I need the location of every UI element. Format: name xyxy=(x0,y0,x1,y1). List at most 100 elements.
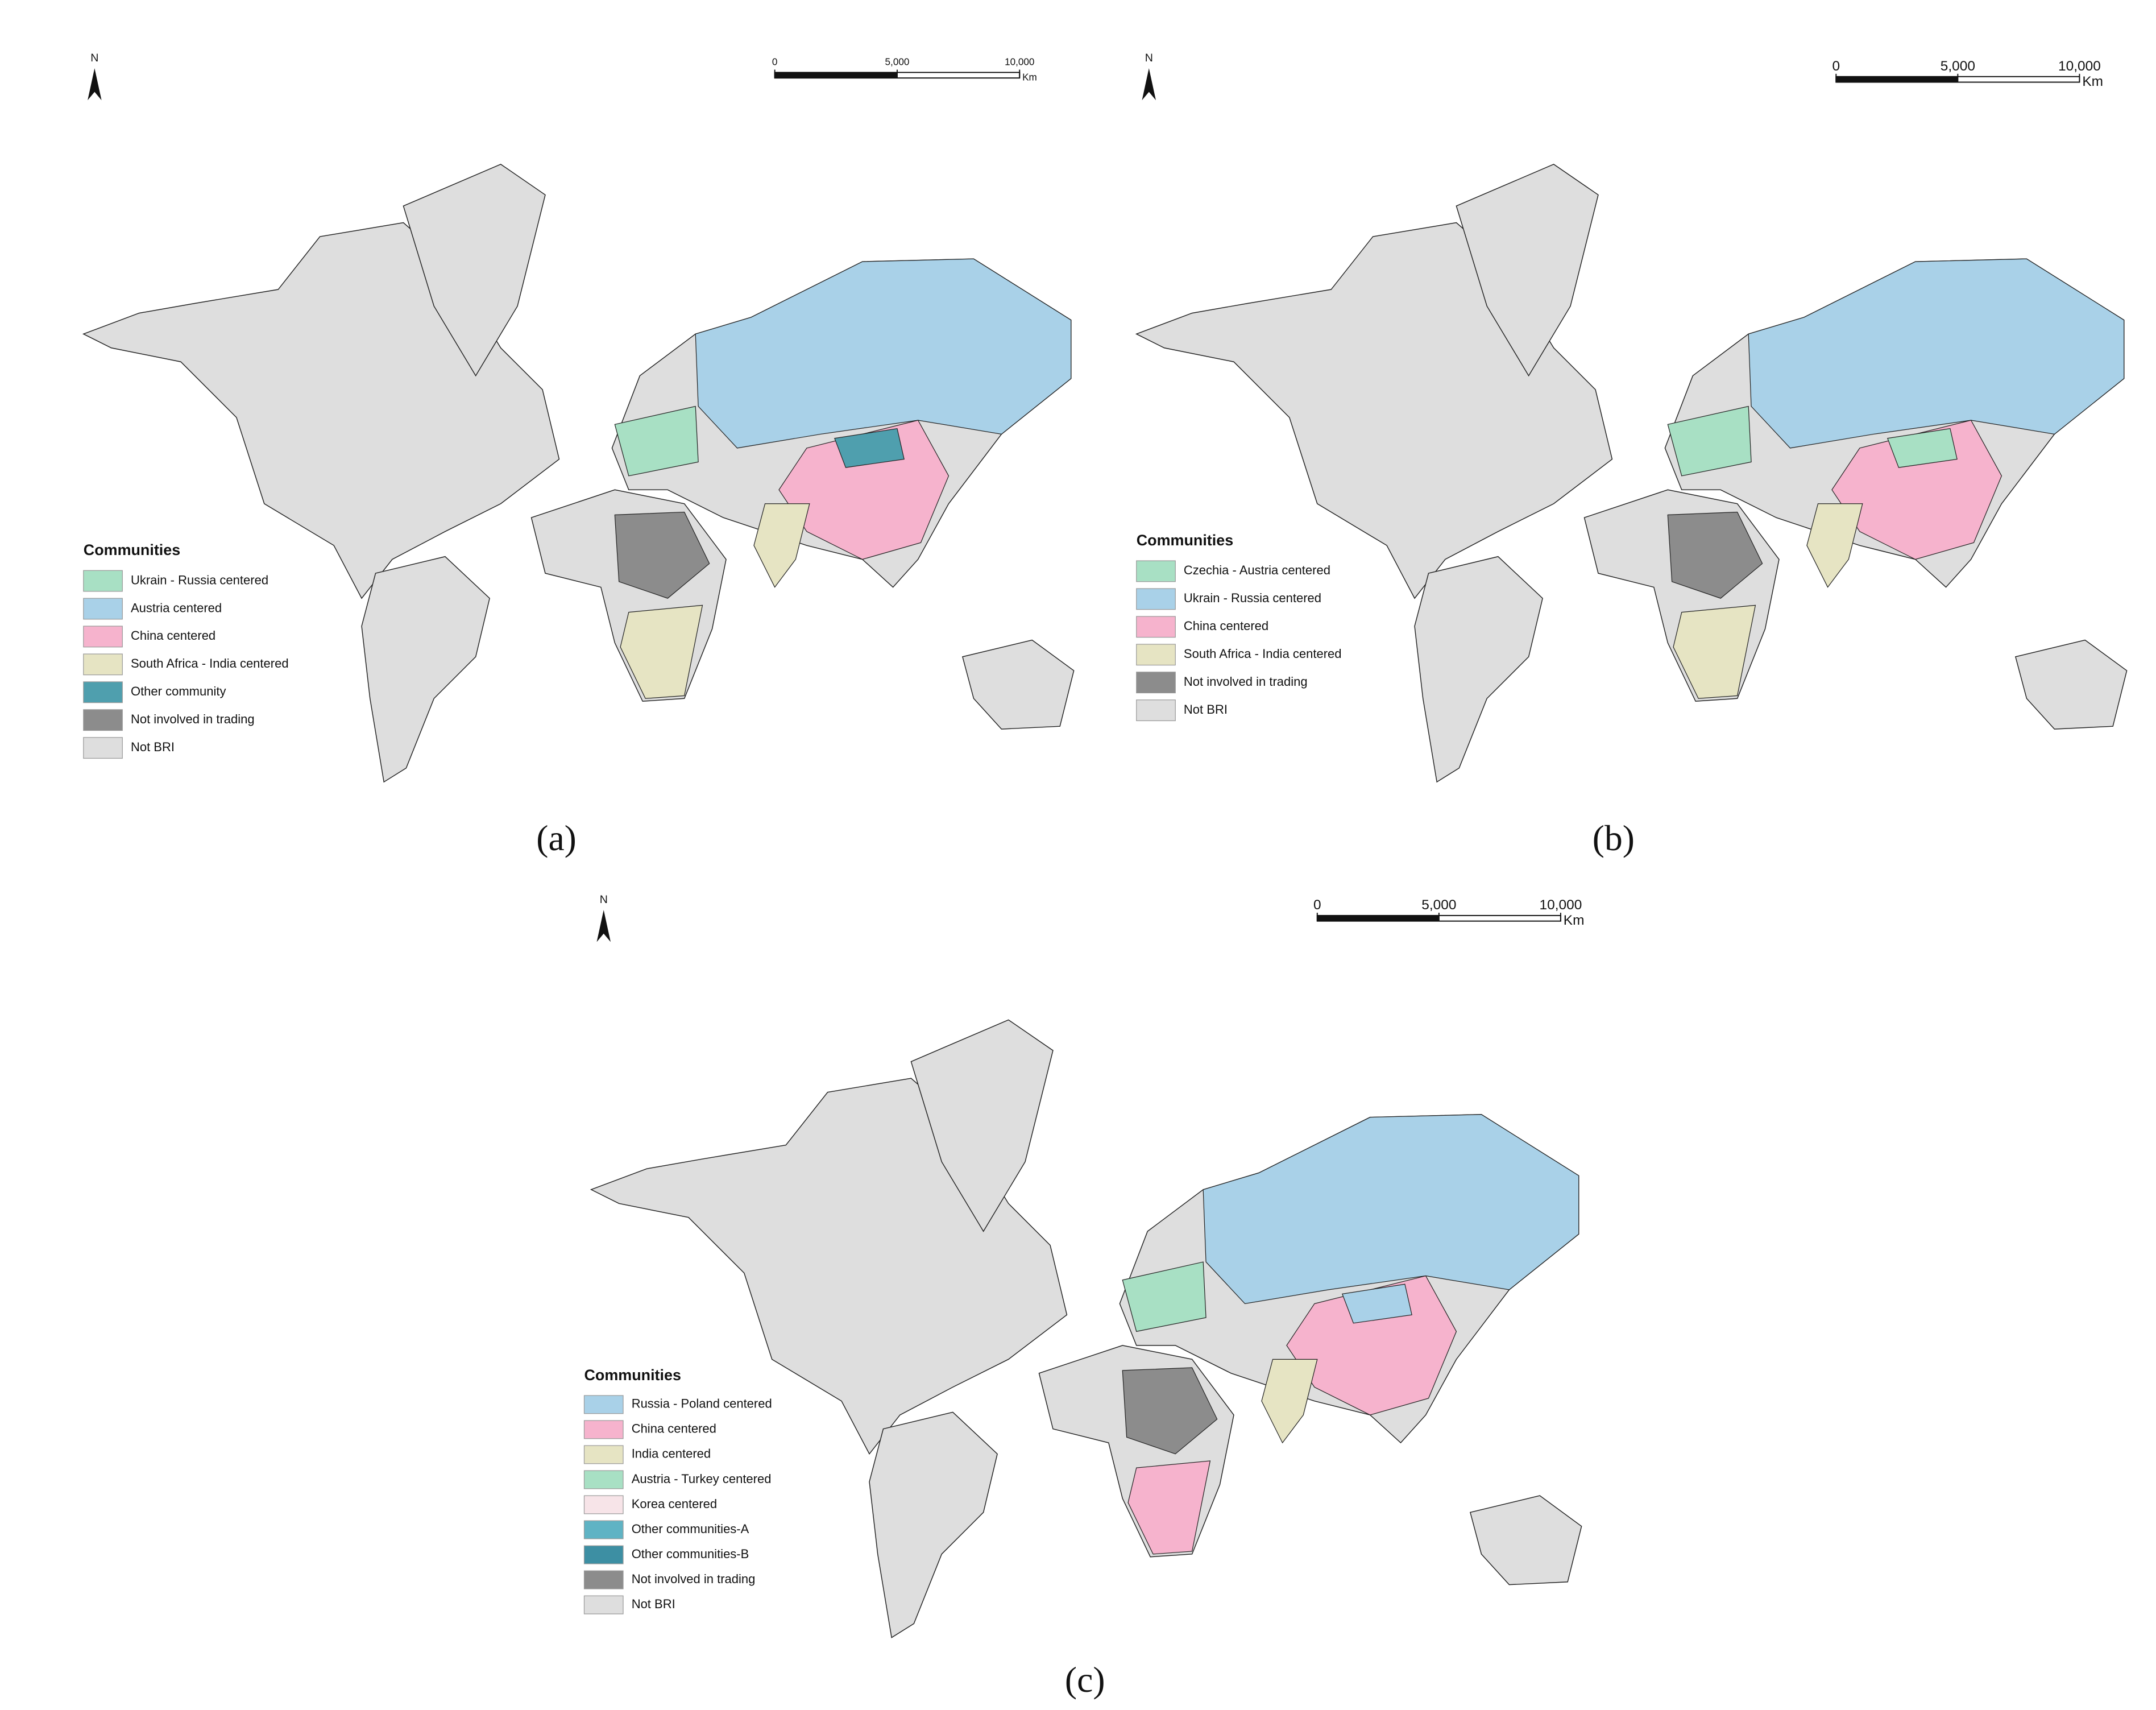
region xyxy=(1667,405,1752,477)
scale-label: 0 xyxy=(772,57,778,68)
legend-label: Not BRI xyxy=(131,740,175,754)
land xyxy=(1456,164,1599,377)
legend-swatch xyxy=(583,1570,624,1589)
legend-swatch xyxy=(583,1445,624,1464)
legend-label: China centered xyxy=(131,628,215,643)
north-arrow xyxy=(596,910,611,942)
region xyxy=(614,405,699,477)
legend-swatch xyxy=(1136,560,1176,582)
panel-label: (c) xyxy=(1065,1659,1105,1700)
region xyxy=(1806,503,1863,588)
region xyxy=(1886,428,1958,468)
legend-title: Communities xyxy=(584,1367,681,1384)
north-label: N xyxy=(90,52,98,64)
land xyxy=(403,164,546,377)
legend-label: Not involved in trading xyxy=(131,712,255,726)
legend-swatch xyxy=(83,709,123,731)
region xyxy=(1286,1275,1457,1415)
region xyxy=(620,604,703,699)
legend-swatch xyxy=(583,1520,624,1539)
legend-label: Other community xyxy=(131,684,226,698)
panel: N 0 5,000 10,000 Km Communities Ukrain - Russi… xyxy=(82,52,1075,858)
legend-label: South Africa - India centered xyxy=(1184,647,1342,661)
legend-label: Russia - Poland centered xyxy=(632,1397,772,1411)
region xyxy=(753,503,810,588)
region xyxy=(614,511,710,599)
region xyxy=(1261,1359,1318,1444)
legend-swatch xyxy=(583,1420,624,1439)
legend-label: Korea centered xyxy=(632,1497,717,1511)
legend-label: South Africa - India centered xyxy=(131,656,289,670)
region xyxy=(1127,1460,1211,1555)
legend-label: Not BRI xyxy=(632,1597,675,1611)
legend-swatch xyxy=(83,598,123,620)
land xyxy=(361,556,490,783)
legend-swatch xyxy=(583,1470,624,1489)
map xyxy=(1135,164,2128,783)
map xyxy=(82,164,1075,783)
region xyxy=(1831,420,2002,560)
scale-unit: Km xyxy=(2082,74,2103,89)
region xyxy=(1673,604,1756,699)
region xyxy=(1122,1367,1218,1455)
panel-label: (a) xyxy=(536,818,577,858)
legend-label: Ukrain - Russia centered xyxy=(131,573,268,587)
legend-label: Other communities-A xyxy=(632,1522,749,1536)
legend-swatch xyxy=(1136,644,1176,666)
legend-swatch xyxy=(83,681,123,703)
legend-label: Not involved in trading xyxy=(1184,674,1308,689)
region xyxy=(834,428,905,468)
legend-swatch xyxy=(1136,588,1176,610)
region xyxy=(778,420,950,560)
north-arrow xyxy=(88,68,102,101)
scale-label: 5,000 xyxy=(885,57,910,68)
region xyxy=(1667,511,1763,599)
legend-swatch xyxy=(83,737,123,759)
north-label: N xyxy=(600,893,608,906)
legend-swatch xyxy=(583,1495,624,1514)
region xyxy=(1122,1261,1206,1332)
land xyxy=(962,639,1075,730)
north-label: N xyxy=(1145,52,1153,64)
legend-swatch xyxy=(583,1545,624,1564)
north-arrow xyxy=(1142,68,1156,101)
legend-swatch xyxy=(1136,616,1176,638)
legend-label: Austria - Turkey centered xyxy=(632,1472,772,1486)
legend-label: Ukrain - Russia centered xyxy=(1184,591,1321,605)
legend-swatch xyxy=(83,653,123,676)
scale-label: 5,000 xyxy=(1941,59,1975,74)
scale-label: 10,000 xyxy=(1540,897,1582,913)
scale-label: 5,000 xyxy=(1421,897,1456,913)
legend-label: China centered xyxy=(632,1422,716,1436)
legend-label: Not BRI xyxy=(1184,702,1228,717)
legend-title: Communities xyxy=(1137,532,1233,549)
region xyxy=(1203,1114,1579,1305)
map xyxy=(590,1019,1582,1638)
scale-unit: Km xyxy=(1022,72,1037,83)
legend-label: Other communities-B xyxy=(632,1547,749,1561)
region xyxy=(695,258,1072,449)
land xyxy=(869,1411,998,1638)
scale-label: 0 xyxy=(1313,897,1321,913)
scale-bar-segment xyxy=(1836,76,1958,82)
legend-label: China centered xyxy=(1184,619,1268,633)
legend-swatch xyxy=(1136,699,1176,722)
region xyxy=(1748,258,2125,449)
legend-title: Communities xyxy=(84,541,180,558)
legend-swatch xyxy=(583,1595,624,1614)
legend-swatch xyxy=(83,570,123,592)
region xyxy=(1341,1283,1412,1324)
scale-bar-segment xyxy=(774,72,897,78)
legend-label: Not involved in trading xyxy=(632,1572,756,1586)
legend-label: Czechia - Austria centered xyxy=(1184,563,1330,577)
land xyxy=(1469,1495,1582,1585)
legend-swatch xyxy=(1136,672,1176,694)
legend-label: Austria centered xyxy=(131,601,222,615)
legend-swatch xyxy=(83,626,123,648)
scale-label: 10,000 xyxy=(2058,59,2101,74)
legend-label: India centered xyxy=(632,1447,711,1461)
legend-swatch xyxy=(583,1395,624,1414)
